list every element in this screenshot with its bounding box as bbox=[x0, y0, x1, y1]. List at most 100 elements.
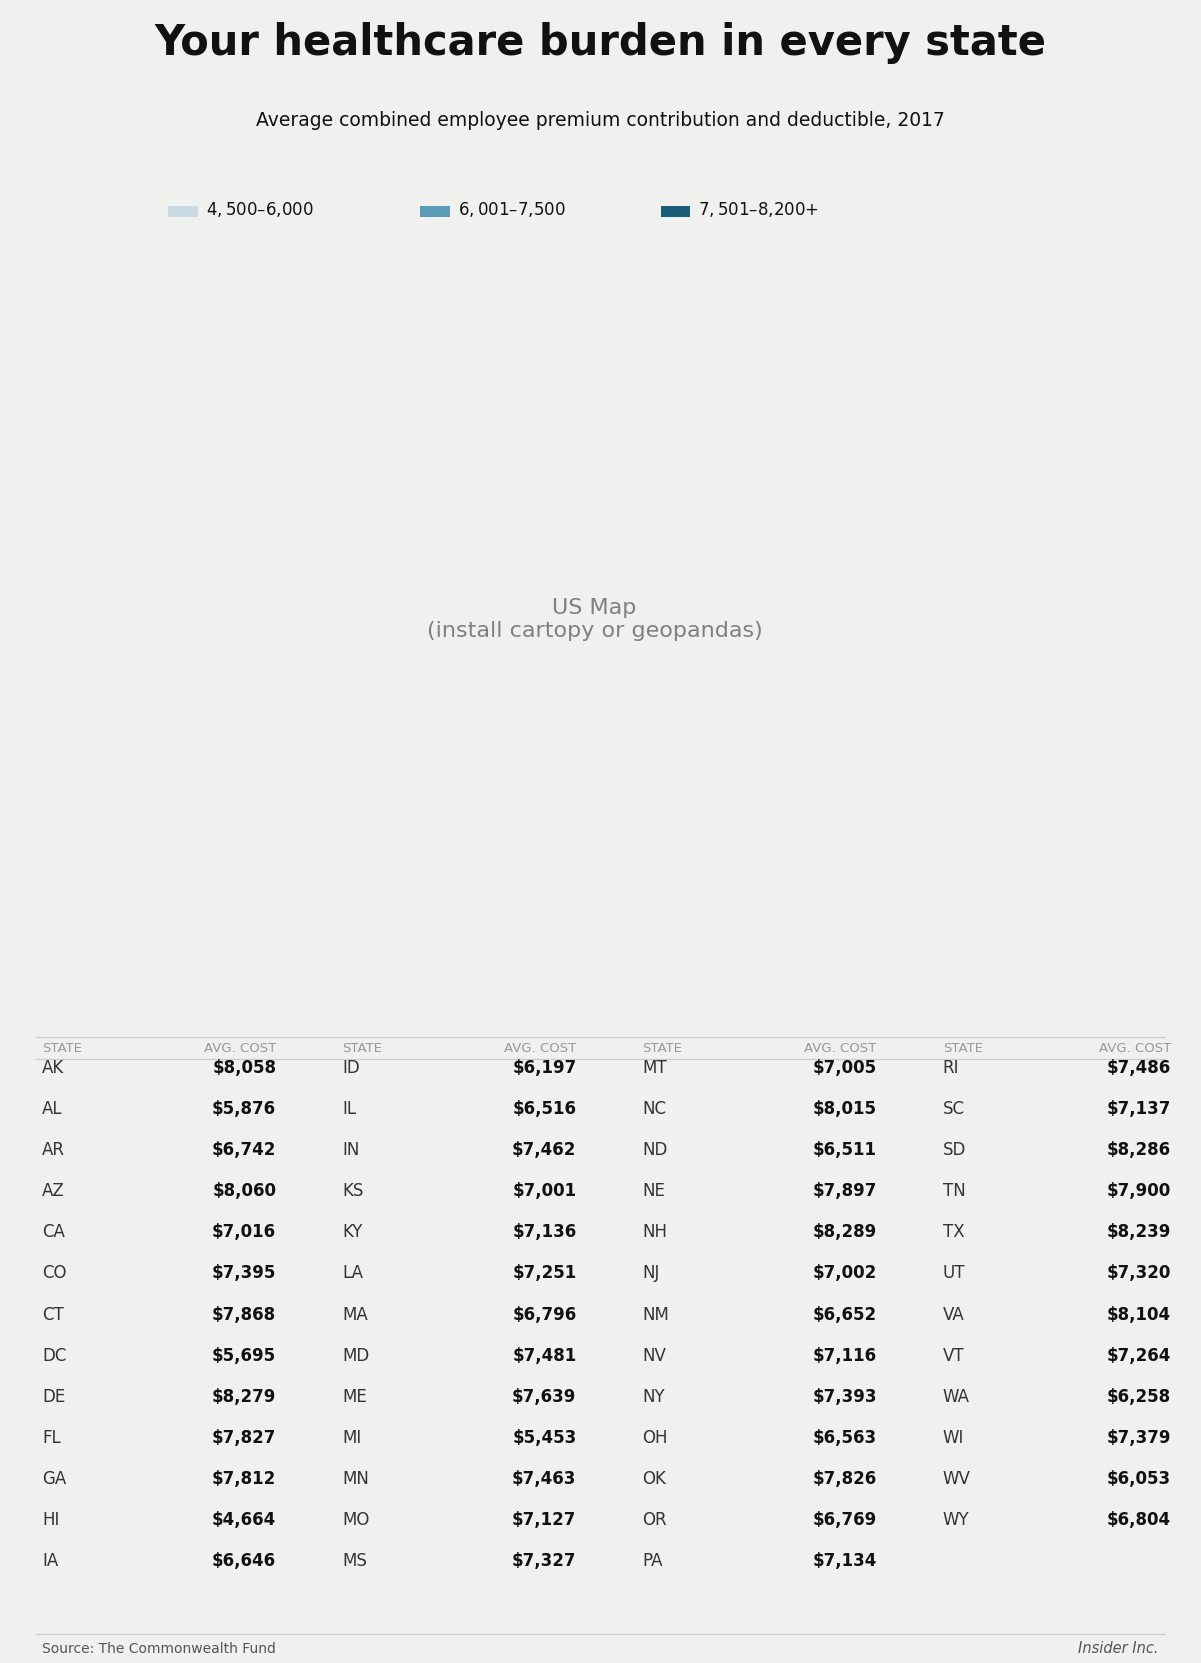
Text: $6,258: $6,258 bbox=[1107, 1389, 1171, 1405]
Text: IN: IN bbox=[342, 1141, 359, 1159]
Text: Average combined employee premium contribution and deductible, 2017: Average combined employee premium contri… bbox=[256, 111, 945, 130]
Text: Your healthcare burden in every state: Your healthcare burden in every state bbox=[155, 22, 1046, 65]
Text: US Map
(install cartopy or geopandas): US Map (install cartopy or geopandas) bbox=[426, 599, 763, 640]
Text: VT: VT bbox=[943, 1347, 964, 1365]
Text: FL: FL bbox=[42, 1429, 61, 1447]
Text: $7,327: $7,327 bbox=[512, 1553, 576, 1570]
Text: AZ: AZ bbox=[42, 1182, 65, 1201]
Text: $7,379: $7,379 bbox=[1106, 1429, 1171, 1447]
Text: $8,286: $8,286 bbox=[1107, 1141, 1171, 1159]
Text: STATE: STATE bbox=[342, 1041, 382, 1054]
Text: $8,289: $8,289 bbox=[813, 1224, 877, 1241]
Text: $7,462: $7,462 bbox=[512, 1141, 576, 1159]
Text: $7,395: $7,395 bbox=[211, 1264, 276, 1282]
Text: NE: NE bbox=[643, 1182, 665, 1201]
Text: Insider Inc.: Insider Inc. bbox=[1078, 1641, 1159, 1656]
Text: TN: TN bbox=[943, 1182, 966, 1201]
Text: CO: CO bbox=[42, 1264, 66, 1282]
Text: $7,264: $7,264 bbox=[1106, 1347, 1171, 1365]
Text: OR: OR bbox=[643, 1512, 668, 1530]
Text: $7,005: $7,005 bbox=[813, 1059, 877, 1076]
Text: IA: IA bbox=[42, 1553, 59, 1570]
Text: $5,695: $5,695 bbox=[213, 1347, 276, 1365]
Text: WV: WV bbox=[943, 1470, 970, 1488]
Text: PA: PA bbox=[643, 1553, 663, 1570]
Text: $7,463: $7,463 bbox=[512, 1470, 576, 1488]
Text: $7,016: $7,016 bbox=[213, 1224, 276, 1241]
Text: $7,251: $7,251 bbox=[513, 1264, 576, 1282]
Text: KY: KY bbox=[342, 1224, 363, 1241]
Text: $4,500–$6,000: $4,500–$6,000 bbox=[207, 200, 313, 220]
Text: $7,897: $7,897 bbox=[812, 1182, 877, 1201]
Text: $7,486: $7,486 bbox=[1107, 1059, 1171, 1076]
Text: $7,826: $7,826 bbox=[813, 1470, 877, 1488]
Text: $7,868: $7,868 bbox=[213, 1305, 276, 1324]
Text: $4,664: $4,664 bbox=[213, 1512, 276, 1530]
Text: NC: NC bbox=[643, 1099, 667, 1118]
Text: $6,197: $6,197 bbox=[513, 1059, 576, 1076]
FancyBboxPatch shape bbox=[420, 206, 450, 216]
Text: $7,127: $7,127 bbox=[512, 1512, 576, 1530]
Text: $7,137: $7,137 bbox=[1106, 1099, 1171, 1118]
Text: $6,516: $6,516 bbox=[513, 1099, 576, 1118]
Text: $6,001–$7,500: $6,001–$7,500 bbox=[458, 200, 566, 220]
Text: $6,053: $6,053 bbox=[1107, 1470, 1171, 1488]
Text: RI: RI bbox=[943, 1059, 960, 1076]
Text: $7,393: $7,393 bbox=[812, 1389, 877, 1405]
Text: CT: CT bbox=[42, 1305, 64, 1324]
Text: DC: DC bbox=[42, 1347, 66, 1365]
Text: ND: ND bbox=[643, 1141, 668, 1159]
Text: $7,481: $7,481 bbox=[513, 1347, 576, 1365]
Text: $5,876: $5,876 bbox=[213, 1099, 276, 1118]
Text: AL: AL bbox=[42, 1099, 62, 1118]
Text: TX: TX bbox=[943, 1224, 964, 1241]
Text: VA: VA bbox=[943, 1305, 964, 1324]
Text: NJ: NJ bbox=[643, 1264, 659, 1282]
Text: Source: The Commonwealth Fund: Source: The Commonwealth Fund bbox=[42, 1641, 276, 1656]
Text: $6,511: $6,511 bbox=[813, 1141, 877, 1159]
Text: IL: IL bbox=[342, 1099, 357, 1118]
Text: $6,742: $6,742 bbox=[211, 1141, 276, 1159]
Text: $7,320: $7,320 bbox=[1106, 1264, 1171, 1282]
Text: NH: NH bbox=[643, 1224, 668, 1241]
Text: $8,060: $8,060 bbox=[213, 1182, 276, 1201]
FancyBboxPatch shape bbox=[168, 206, 198, 216]
Text: WY: WY bbox=[943, 1512, 969, 1530]
Text: $6,769: $6,769 bbox=[813, 1512, 877, 1530]
Text: STATE: STATE bbox=[643, 1041, 682, 1054]
FancyBboxPatch shape bbox=[661, 206, 691, 216]
Text: AVG. COST: AVG. COST bbox=[504, 1041, 576, 1054]
Text: OH: OH bbox=[643, 1429, 668, 1447]
Text: LA: LA bbox=[342, 1264, 363, 1282]
Text: $6,796: $6,796 bbox=[513, 1305, 576, 1324]
Text: MA: MA bbox=[342, 1305, 368, 1324]
Text: $7,001: $7,001 bbox=[513, 1182, 576, 1201]
Text: $7,827: $7,827 bbox=[211, 1429, 276, 1447]
Text: CA: CA bbox=[42, 1224, 65, 1241]
Text: WA: WA bbox=[943, 1389, 969, 1405]
Text: MD: MD bbox=[342, 1347, 370, 1365]
Text: $6,563: $6,563 bbox=[813, 1429, 877, 1447]
Text: SC: SC bbox=[943, 1099, 964, 1118]
Text: MO: MO bbox=[342, 1512, 370, 1530]
Text: $8,015: $8,015 bbox=[813, 1099, 877, 1118]
Text: $7,812: $7,812 bbox=[213, 1470, 276, 1488]
Text: $8,104: $8,104 bbox=[1107, 1305, 1171, 1324]
Text: KS: KS bbox=[342, 1182, 364, 1201]
Text: AVG. COST: AVG. COST bbox=[1099, 1041, 1171, 1054]
Text: $7,639: $7,639 bbox=[512, 1389, 576, 1405]
Text: HI: HI bbox=[42, 1512, 59, 1530]
Text: $6,646: $6,646 bbox=[213, 1553, 276, 1570]
Text: GA: GA bbox=[42, 1470, 66, 1488]
Text: UT: UT bbox=[943, 1264, 966, 1282]
Text: OK: OK bbox=[643, 1470, 667, 1488]
Text: AVG. COST: AVG. COST bbox=[204, 1041, 276, 1054]
Text: MT: MT bbox=[643, 1059, 668, 1076]
Text: $8,058: $8,058 bbox=[213, 1059, 276, 1076]
Text: WI: WI bbox=[943, 1429, 964, 1447]
Text: MN: MN bbox=[342, 1470, 369, 1488]
Text: $7,002: $7,002 bbox=[813, 1264, 877, 1282]
Text: $6,652: $6,652 bbox=[813, 1305, 877, 1324]
Text: NY: NY bbox=[643, 1389, 665, 1405]
Text: $7,134: $7,134 bbox=[812, 1553, 877, 1570]
